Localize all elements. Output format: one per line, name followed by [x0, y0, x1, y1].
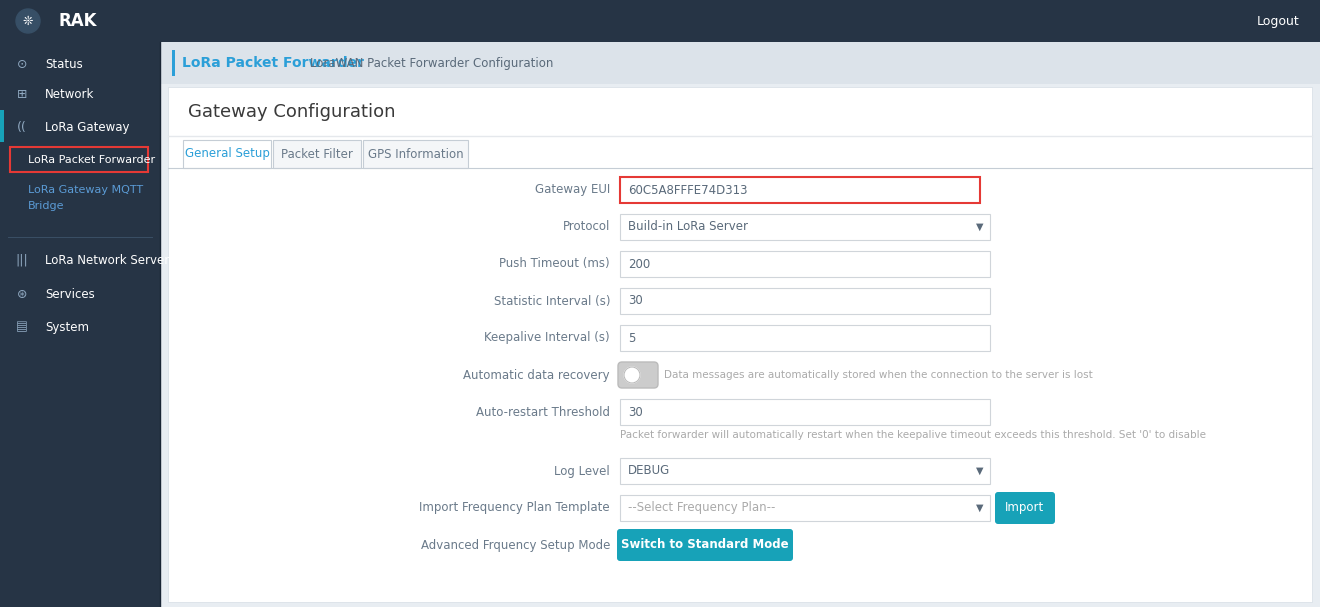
- FancyBboxPatch shape: [363, 140, 469, 168]
- Text: General Setup: General Setup: [185, 148, 269, 160]
- FancyBboxPatch shape: [160, 42, 1320, 84]
- Text: ⊞: ⊞: [17, 87, 28, 101]
- FancyBboxPatch shape: [620, 288, 990, 314]
- Text: Logout: Logout: [1257, 15, 1300, 27]
- Text: Automatic data recovery: Automatic data recovery: [463, 368, 610, 382]
- FancyBboxPatch shape: [0, 0, 1320, 42]
- Text: 5: 5: [628, 331, 635, 345]
- FancyBboxPatch shape: [995, 492, 1055, 524]
- Text: Services: Services: [45, 288, 95, 300]
- Text: Advanced Frquency Setup Mode: Advanced Frquency Setup Mode: [421, 538, 610, 552]
- FancyBboxPatch shape: [183, 140, 271, 168]
- Text: Import: Import: [1006, 501, 1044, 515]
- Text: System: System: [45, 320, 88, 333]
- Text: LoRa Gateway: LoRa Gateway: [45, 121, 129, 134]
- Text: Packet Filter: Packet Filter: [281, 148, 352, 160]
- FancyBboxPatch shape: [620, 214, 990, 240]
- Text: Log Level: Log Level: [554, 464, 610, 478]
- Text: LoRa Packet Forwarder: LoRa Packet Forwarder: [28, 155, 156, 165]
- Text: Data messages are automatically stored when the connection to the server is lost: Data messages are automatically stored w…: [664, 370, 1093, 380]
- FancyBboxPatch shape: [620, 399, 990, 425]
- Text: ▼: ▼: [975, 466, 983, 476]
- Text: Push Timeout (ms): Push Timeout (ms): [499, 257, 610, 271]
- Text: ❊: ❊: [22, 15, 33, 27]
- Text: Switch to Standard Mode: Switch to Standard Mode: [622, 538, 789, 552]
- Text: Gateway Configuration: Gateway Configuration: [187, 103, 396, 121]
- FancyBboxPatch shape: [168, 87, 1312, 602]
- Text: 60C5A8FFFE74D313: 60C5A8FFFE74D313: [628, 183, 747, 197]
- FancyBboxPatch shape: [273, 140, 360, 168]
- Text: Packet forwarder will automatically restart when the keepalive timeout exceeds t: Packet forwarder will automatically rest…: [620, 430, 1206, 440]
- Text: GPS Information: GPS Information: [368, 148, 463, 160]
- FancyBboxPatch shape: [620, 251, 990, 277]
- Text: Network: Network: [45, 87, 94, 101]
- FancyBboxPatch shape: [620, 325, 990, 351]
- FancyBboxPatch shape: [620, 495, 990, 521]
- Text: Keepalive Interval (s): Keepalive Interval (s): [484, 331, 610, 345]
- Text: DEBUG: DEBUG: [628, 464, 671, 478]
- Text: Status: Status: [45, 58, 83, 70]
- Text: Build-in LoRa Server: Build-in LoRa Server: [628, 220, 748, 234]
- Text: LoRa Gateway MQTT: LoRa Gateway MQTT: [28, 185, 143, 195]
- Text: --Select Frequency Plan--: --Select Frequency Plan--: [628, 501, 775, 515]
- FancyBboxPatch shape: [0, 110, 4, 142]
- FancyBboxPatch shape: [620, 458, 990, 484]
- Text: LoraWAN Packet Forwarder Configuration: LoraWAN Packet Forwarder Configuration: [310, 56, 553, 69]
- Text: ▼: ▼: [975, 503, 983, 513]
- Text: 30: 30: [628, 294, 643, 308]
- Circle shape: [624, 367, 640, 383]
- Text: LoRa Network Server: LoRa Network Server: [45, 254, 169, 266]
- Circle shape: [16, 9, 40, 33]
- FancyBboxPatch shape: [616, 529, 793, 561]
- FancyBboxPatch shape: [618, 362, 657, 388]
- Text: Bridge: Bridge: [28, 201, 65, 211]
- Text: Statistic Interval (s): Statistic Interval (s): [494, 294, 610, 308]
- Text: ⊙: ⊙: [17, 58, 28, 70]
- Text: LoRa Packet Forwarder: LoRa Packet Forwarder: [182, 56, 364, 70]
- FancyBboxPatch shape: [620, 177, 979, 203]
- FancyBboxPatch shape: [0, 42, 160, 607]
- Text: 200: 200: [628, 257, 651, 271]
- Text: ((: ((: [17, 121, 26, 134]
- FancyBboxPatch shape: [172, 50, 176, 76]
- Text: ▤: ▤: [16, 320, 28, 333]
- Text: Gateway EUI: Gateway EUI: [535, 183, 610, 197]
- Text: |||: |||: [16, 254, 28, 266]
- Text: Auto-restart Threshold: Auto-restart Threshold: [477, 405, 610, 418]
- Text: 30: 30: [628, 405, 643, 418]
- Text: RAK: RAK: [58, 12, 96, 30]
- Text: ▼: ▼: [975, 222, 983, 232]
- Text: Import Frequency Plan Template: Import Frequency Plan Template: [420, 501, 610, 515]
- Text: Protocol: Protocol: [562, 220, 610, 234]
- Text: ⊛: ⊛: [17, 288, 28, 300]
